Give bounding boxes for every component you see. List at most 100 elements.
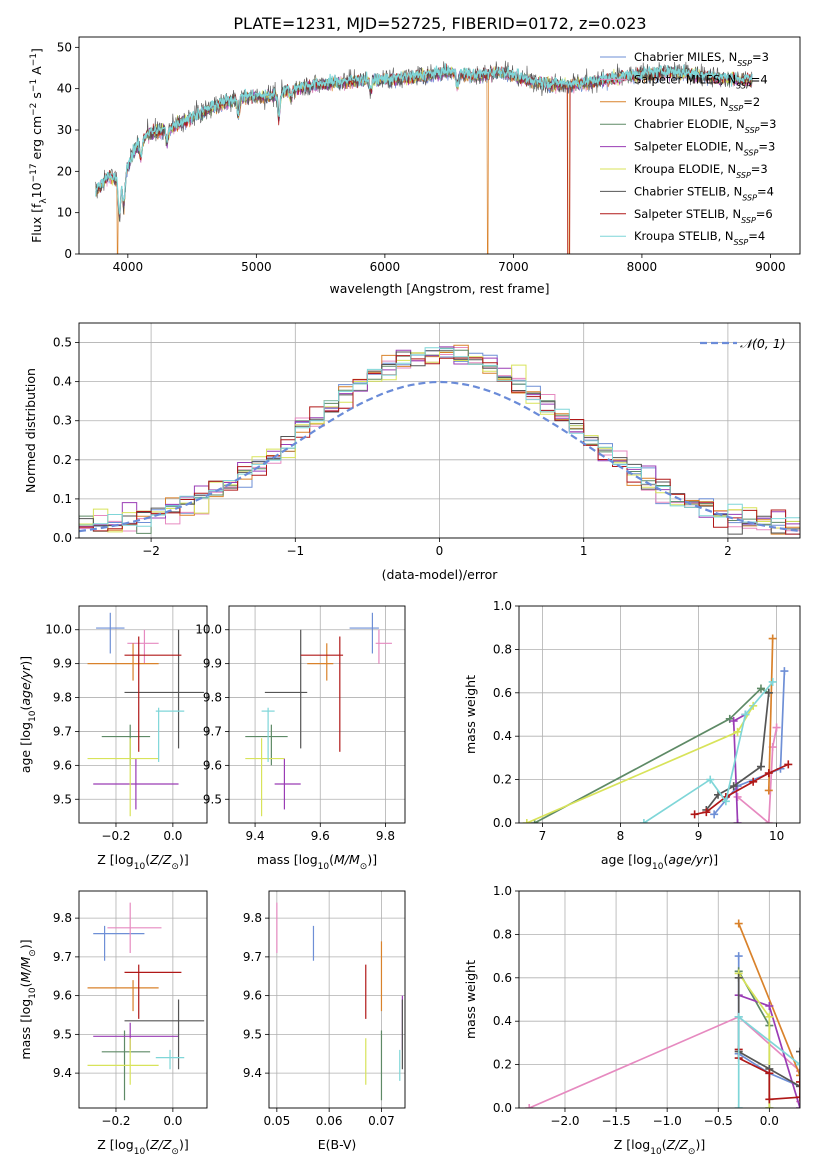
weight-marker-salpeter-stelib xyxy=(690,810,699,819)
x-tick-label: 9 xyxy=(695,829,703,843)
weight-marker-kroupa-elodie xyxy=(765,1012,774,1021)
mass_vs_Z-panel: −0.2 0.0 9.4 9.5 9.6 9.7 9.8 Z [log10(Z/Z⊙)] mas… xyxy=(18,890,208,1157)
y-tick-label: 10.0 xyxy=(45,623,72,637)
legend-label-salpeter-miles: Salpeter MILES, NSSP=4 xyxy=(634,72,768,90)
weight-marker-kroupa-miles xyxy=(796,1071,800,1080)
weight-marker-salpeter-stelib xyxy=(784,760,793,769)
legend-label-kroupa-stelib: Kroupa STELIB, NSSP=4 xyxy=(634,229,765,247)
y-tick-label: 0.8 xyxy=(493,642,512,656)
weight-marker-salpeter-miles xyxy=(525,1104,534,1108)
age_vs_Z-plot-area xyxy=(79,606,207,823)
y-tick-label: 0.4 xyxy=(53,375,72,389)
weight-marker-kroupa-stelib xyxy=(796,1060,800,1069)
axes-frame xyxy=(78,322,801,539)
x-tick-label: 9.8 xyxy=(376,829,395,843)
y-tick-label: 9.5 xyxy=(203,792,222,806)
legend-label-chabrier-stelib: Chabrier STELIB, NSSP=4 xyxy=(634,184,774,202)
weight-marker-chabrier-stelib xyxy=(729,782,738,791)
x-axis-label: E(B-V) xyxy=(318,1137,357,1152)
weight-marker-chabrier-miles xyxy=(780,667,789,676)
y-tick-label: 40 xyxy=(57,82,72,96)
series-line-kroupa-stelib xyxy=(95,63,753,216)
x-tick-label: 2 xyxy=(724,544,732,558)
x-tick-label: 0 xyxy=(436,544,444,558)
weight_vs_age-panel: 7 8 9 10 0.0 0.2 0.4 0.6 0.8 1.0 age [log10(age/yr… xyxy=(463,599,801,872)
x-tick-label: 1 xyxy=(580,544,588,558)
x-tick-label: 9.6 xyxy=(311,829,330,843)
weight-marker-chabrier-stelib xyxy=(796,1047,800,1056)
weight-marker-chabrier-miles xyxy=(710,810,719,819)
weight_vs_age-plot-area xyxy=(519,606,800,823)
weight-marker-chabrier-stelib xyxy=(796,1082,800,1091)
y-tick-label: 9.6 xyxy=(203,758,222,772)
x-tick-label: −1.5 xyxy=(602,1114,631,1128)
x-tick-label: 7000 xyxy=(498,260,529,274)
y-tick-label: 0.5 xyxy=(53,336,72,350)
y-tick-label: 0.4 xyxy=(493,1014,512,1028)
y-tick-label: 9.9 xyxy=(53,657,72,671)
weight-marker-salpeter-stelib xyxy=(749,777,758,786)
y-tick-label: 0.4 xyxy=(493,729,512,743)
weight-marker-salpeter-stelib xyxy=(796,1093,800,1102)
x-axis-label: wavelength [Angstrom, rest frame] xyxy=(329,281,549,296)
x-tick-label: −1 xyxy=(286,544,304,558)
legend-label-salpeter-stelib: Salpeter STELIB, NSSP=6 xyxy=(634,207,773,225)
x-axis-label: Z [log10(Z/Z⊙)] xyxy=(614,1137,705,1157)
legend-label-chabrier-elodie: Chabrier ELODIE, NSSP=3 xyxy=(634,117,776,135)
y-tick-label: 0.2 xyxy=(493,1058,512,1072)
weight-marker-salpeter-elodie xyxy=(765,1002,774,1011)
y-tick-label: 9.9 xyxy=(203,657,222,671)
weight-marker-kroupa-elodie xyxy=(765,1104,774,1108)
axes-frame xyxy=(78,605,208,824)
weight-marker-chabrier-stelib xyxy=(764,688,773,697)
x-tick-label: 0.07 xyxy=(368,1114,395,1128)
mass_vs_ebv-plot-area xyxy=(269,891,405,1108)
age_vs_mass-panel: 9.4 9.6 9.8 9.5 9.6 9.7 9.8 9.9 10.0 mass [log10(… xyxy=(195,605,406,872)
weight-marker-kroupa-miles xyxy=(768,634,777,643)
weight-line-salpeter-miles xyxy=(737,727,778,823)
weight-marker-salpeter-stelib xyxy=(764,769,773,778)
axes-frame xyxy=(228,605,406,824)
x-tick-label: 0.0 xyxy=(760,1114,779,1128)
y-tick-label: 9.5 xyxy=(53,792,72,806)
weight-marker-salpeter-stelib xyxy=(796,1077,800,1086)
y-tick-label: 1.0 xyxy=(493,599,512,613)
y-tick-label: 0.0 xyxy=(53,531,72,545)
age_vs_Z-panel: −0.2 0.0 9.5 9.6 9.7 9.8 9.9 10.0 Z [log10(Z/Z⊙)… xyxy=(18,605,208,872)
y-axis-label: Flux [fλ10−17 erg cm−2 s−1 A−1] xyxy=(29,48,49,243)
weight-marker-kroupa-stelib xyxy=(706,775,715,784)
weight-line-kroupa-miles xyxy=(767,638,774,791)
spectrum-legend: Chabrier MILES, NSSP=3 Salpeter MILES, NS… xyxy=(600,50,776,247)
y-tick-label: 0.6 xyxy=(493,686,512,700)
legend-label-chabrier-miles: Chabrier MILES, NSSP=3 xyxy=(634,50,769,68)
x-axis-label: (data-model)/error xyxy=(382,567,499,582)
weight-marker-kroupa-stelib xyxy=(639,819,648,823)
axes-frame xyxy=(78,890,208,1109)
x-tick-label: −2 xyxy=(142,544,160,558)
y-tick-label: 0.2 xyxy=(493,773,512,787)
histogram-kroupa-stelib xyxy=(79,347,800,538)
x-axis-label: age [log10(age/yr)] xyxy=(601,852,718,872)
weight-marker-chabrier-stelib xyxy=(756,762,765,771)
x-tick-label: −2.0 xyxy=(550,1114,579,1128)
y-tick-label: 9.7 xyxy=(203,724,222,738)
weight-marker-chabrier-miles xyxy=(734,952,743,961)
weight_vs_Z-panel: −2.0 −1.5 −1.0 −0.5 0.0 0.0 0.2 0.4 0.6 0.8 1.0 Z [… xyxy=(463,884,801,1157)
y-axis-label: mass [log10(M/M⊙)] xyxy=(18,939,38,1059)
normal-reference-curve xyxy=(79,380,800,533)
y-tick-label: 0.0 xyxy=(493,1101,512,1115)
weight-marker-kroupa-elodie xyxy=(733,727,742,736)
weight-marker-kroupa-miles xyxy=(734,919,743,928)
x-tick-label: 10 xyxy=(769,829,784,843)
y-tick-label: 9.8 xyxy=(203,691,222,705)
y-tick-label: 10.0 xyxy=(195,623,222,637)
spectrum-plot-area xyxy=(95,60,753,254)
y-tick-label: 0.6 xyxy=(493,971,512,985)
weight-marker-kroupa-elodie xyxy=(522,819,531,823)
weight-marker-kroupa-stelib xyxy=(741,710,750,719)
x-tick-label: −0.5 xyxy=(704,1114,733,1128)
x-tick-label: 8000 xyxy=(627,260,658,274)
legend-label-kroupa-elodie: Kroupa ELODIE, NSSP=3 xyxy=(634,162,768,180)
legend-label-salpeter-elodie: Salpeter ELODIE, NSSP=3 xyxy=(634,140,775,158)
x-tick-label: 5000 xyxy=(241,260,272,274)
